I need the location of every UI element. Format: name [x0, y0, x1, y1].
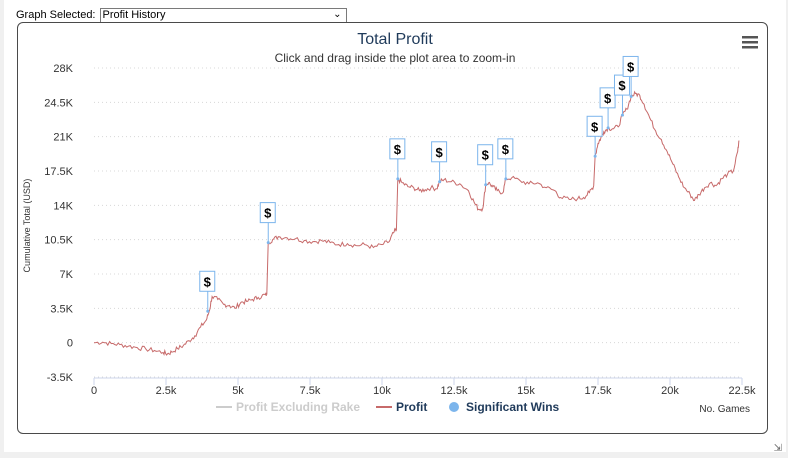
win-point[interactable]: [396, 177, 400, 181]
series-layer: [93, 90, 740, 356]
x-tick-label: 2.5k: [156, 385, 177, 397]
win-flag-label: $: [502, 142, 510, 157]
y-tick-label: 17.5K: [44, 166, 73, 178]
win-flag-label: $: [618, 78, 626, 93]
x-tick-label: 22.5k: [729, 385, 756, 397]
x-tick-label: 15k: [517, 385, 535, 397]
win-flag[interactable]: [497, 138, 514, 160]
win-point[interactable]: [206, 309, 210, 313]
win-flag-label: $: [627, 59, 635, 74]
win-flag[interactable]: [586, 115, 603, 137]
legend-label[interactable]: Profit: [396, 400, 427, 414]
win-flag[interactable]: [199, 270, 216, 292]
resize-grip-icon[interactable]: ⇲: [773, 443, 782, 454]
y-tick-label: -3.5K: [47, 372, 74, 384]
y-tick-label: 14K: [53, 200, 73, 212]
win-flag[interactable]: [599, 87, 616, 109]
y-tick-label: 3.5K: [50, 303, 73, 315]
series-line-profit: [93, 90, 740, 356]
x-axis-title: No. Games: [699, 404, 750, 415]
y-tick-label: 24.5K: [44, 97, 73, 109]
win-point[interactable]: [606, 126, 610, 130]
win-flag[interactable]: [622, 55, 639, 77]
graph-selector-dropdown[interactable]: Profit History ⌄: [99, 7, 347, 23]
legend: Profit Excluding Rake Profit Significant W…: [216, 400, 560, 414]
win-flag[interactable]: [431, 141, 448, 163]
x-tick-label: 5k: [232, 385, 244, 397]
y-axis: -3.5K 0 3.5K 7K 10.5K 14K 17.5K 21K 24.5K 28K: [44, 63, 73, 384]
win-point[interactable]: [620, 113, 624, 117]
legend-circle-swatch: [449, 402, 459, 412]
win-flag[interactable]: [259, 202, 276, 224]
win-flag-label: $: [435, 145, 443, 160]
x-tick-label: 10k: [373, 385, 391, 397]
win-flag-label: $: [264, 206, 272, 221]
win-point[interactable]: [593, 154, 597, 158]
y-tick-label: 21K: [53, 132, 73, 144]
win-flag[interactable]: [477, 144, 494, 166]
graph-selector-row: Graph Selected: Profit History ⌄: [16, 7, 347, 23]
y-axis-title: Cumulative Total (USD): [22, 179, 32, 273]
menu-icon[interactable]: [742, 36, 758, 49]
win-flag-label: $: [482, 148, 490, 163]
y-tick-label: 10.5K: [44, 235, 73, 247]
y-tick-label: 0: [67, 338, 73, 350]
x-tick-label: 12.5k: [441, 385, 468, 397]
win-flag[interactable]: [389, 138, 406, 160]
win-flag-label: $: [204, 274, 212, 289]
chart-title: Total Profit: [357, 31, 433, 48]
significant-wins-layer: $$$ $ $ $$$$$: [199, 55, 639, 313]
legend-label[interactable]: Profit Excluding Rake: [236, 400, 360, 414]
win-point[interactable]: [629, 94, 633, 98]
win-flag-label: $: [394, 142, 402, 157]
x-tick-label: 17.5k: [585, 385, 612, 397]
win-point[interactable]: [504, 177, 508, 181]
win-point[interactable]: [484, 183, 488, 187]
win-flag-label: $: [604, 91, 612, 106]
chart-subtitle: Click and drag inside the plot area to z…: [275, 51, 516, 65]
graph-selector-label: Graph Selected:: [16, 9, 96, 21]
y-tick-label: 28K: [53, 63, 73, 75]
win-flag-label: $: [591, 119, 599, 134]
x-tick-label: 20k: [661, 385, 679, 397]
x-tick-label: 7.5k: [300, 385, 321, 397]
chart-panel: 0 2.5k 5k 7.5k 10k 12.5k 15k 17.5k 20k 22.5k -3.5…: [17, 22, 768, 434]
x-tick-label: 0: [91, 385, 97, 397]
profit-chart[interactable]: 0 2.5k 5k 7.5k 10k 12.5k 15k 17.5k 20k 22.5k -3.5…: [18, 23, 767, 433]
win-flag[interactable]: [613, 74, 630, 96]
chevron-down-icon: ⌄: [333, 8, 342, 20]
win-point[interactable]: [438, 180, 442, 184]
win-point[interactable]: [266, 241, 270, 245]
y-tick-label: 7K: [60, 269, 74, 281]
legend-label[interactable]: Significant Wins: [466, 400, 560, 414]
grid-lines: [94, 67, 742, 378]
graph-selector-value: Profit History: [102, 8, 166, 21]
x-axis: 0 2.5k 5k 7.5k 10k 12.5k 15k 17.5k 20k 22.5k: [91, 377, 756, 397]
